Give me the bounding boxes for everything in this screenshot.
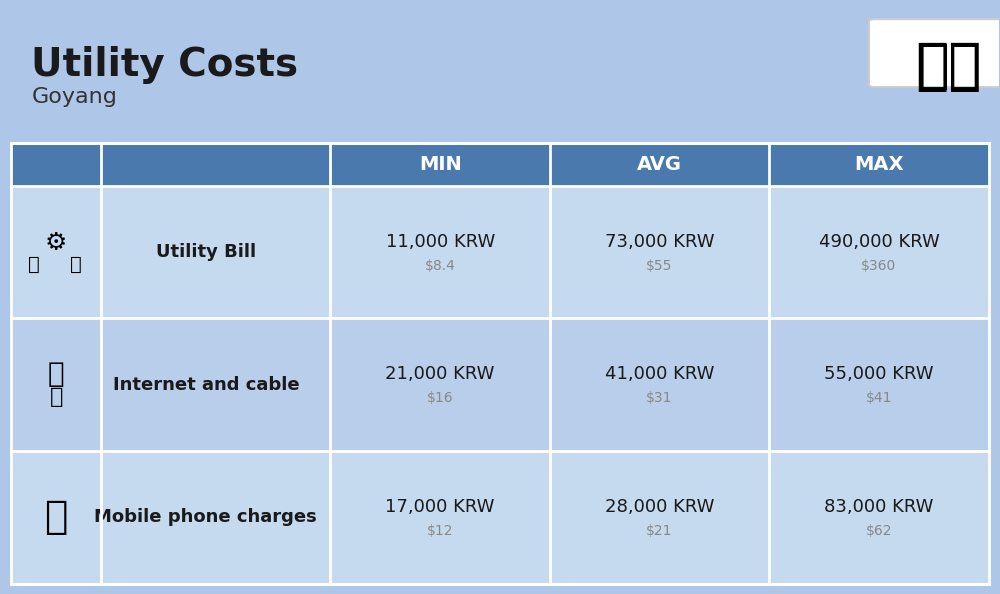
Text: 21,000 KRW: 21,000 KRW — [385, 365, 495, 383]
Text: 55,000 KRW: 55,000 KRW — [824, 365, 934, 383]
FancyBboxPatch shape — [11, 318, 989, 451]
Text: $31: $31 — [646, 391, 673, 405]
Text: Goyang: Goyang — [31, 87, 117, 107]
Text: 🇰🇷: 🇰🇷 — [916, 40, 982, 94]
Text: 🔌: 🔌 — [28, 254, 40, 273]
FancyBboxPatch shape — [11, 143, 989, 186]
Text: Internet and cable: Internet and cable — [113, 376, 299, 394]
Text: Utility Bill: Utility Bill — [156, 243, 256, 261]
Text: MIN: MIN — [419, 155, 462, 174]
Text: 🖨️: 🖨️ — [50, 387, 63, 407]
Text: 📶: 📶 — [48, 360, 65, 388]
Text: Utility Costs: Utility Costs — [31, 46, 298, 84]
Text: $360: $360 — [861, 259, 897, 273]
Text: $55: $55 — [646, 259, 673, 273]
Text: $62: $62 — [866, 524, 892, 538]
Text: 📱: 📱 — [45, 498, 68, 536]
Text: 28,000 KRW: 28,000 KRW — [605, 498, 714, 516]
Text: 490,000 KRW: 490,000 KRW — [819, 232, 939, 251]
Text: $41: $41 — [866, 391, 892, 405]
Text: $8.4: $8.4 — [425, 259, 456, 273]
Text: $21: $21 — [646, 524, 673, 538]
FancyBboxPatch shape — [11, 451, 989, 584]
Text: 41,000 KRW: 41,000 KRW — [605, 365, 714, 383]
Text: AVG: AVG — [637, 155, 682, 174]
Text: MAX: MAX — [854, 155, 904, 174]
FancyBboxPatch shape — [869, 19, 1000, 87]
Text: 73,000 KRW: 73,000 KRW — [605, 232, 714, 251]
Text: $12: $12 — [427, 524, 453, 538]
Text: $16: $16 — [427, 391, 453, 405]
Text: 🇰🇷: 🇰🇷 — [917, 40, 980, 92]
Text: 17,000 KRW: 17,000 KRW — [385, 498, 495, 516]
FancyBboxPatch shape — [11, 186, 989, 318]
Text: 83,000 KRW: 83,000 KRW — [824, 498, 934, 516]
Text: 11,000 KRW: 11,000 KRW — [386, 232, 495, 251]
Text: Mobile phone charges: Mobile phone charges — [94, 508, 317, 526]
Text: ⚙️: ⚙️ — [45, 231, 67, 255]
Text: 🔧: 🔧 — [70, 254, 82, 273]
